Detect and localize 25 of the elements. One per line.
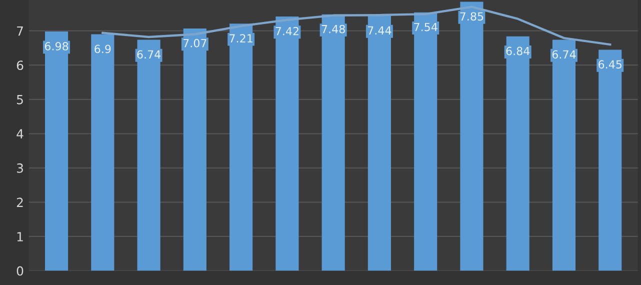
data-label: 6.9 [94,44,111,54]
data-label: 6.74 [552,50,576,59]
data-label: 7.07 [183,38,206,48]
y-tick-label: 0 [16,266,24,276]
data-label: 6.74 [137,50,161,59]
data-label: 7.85 [460,12,484,21]
y-tick-label: 6 [16,60,24,70]
y-tick-label: 5 [16,95,23,104]
data-label: 7.21 [230,34,252,42]
y-tick-label: 7 [17,26,23,36]
data-label: 6.45 [598,60,622,69]
y-tick-label: 2 [16,198,23,207]
y-tick-label: 3 [16,163,23,173]
data-label: 7.54 [414,22,438,32]
bar [44,32,68,271]
data-label: 6.98 [44,42,68,50]
line-series [102,6,612,46]
bar [91,34,114,271]
y-tick-label: 4 [16,129,24,138]
bar [552,40,576,271]
data-label: 7.48 [322,24,345,34]
y-tick-label: 1 [17,232,23,242]
data-label: 7.44 [368,26,392,34]
data-label: 7.42 [276,26,298,36]
data-label: 6.84 [506,46,530,56]
